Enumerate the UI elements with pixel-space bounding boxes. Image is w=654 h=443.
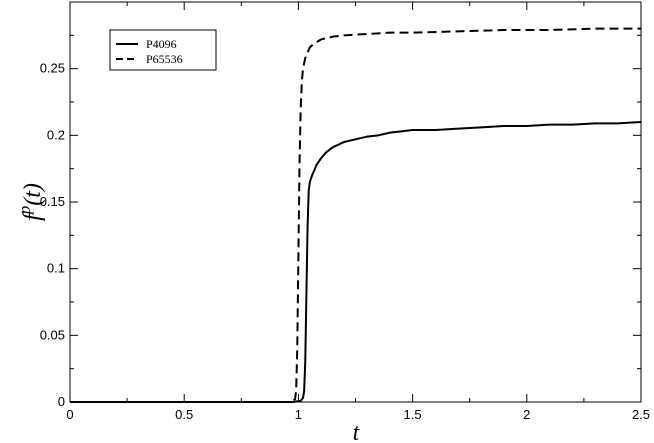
y-tick-label: 0.1: [47, 261, 65, 276]
y-axis-title-sup: p: [15, 206, 34, 216]
series-line-P65536: [70, 27, 641, 403]
x-tick-label: 1: [295, 407, 302, 422]
x-tick-label: 0: [66, 407, 73, 422]
x-tick-label: 2.5: [632, 407, 650, 422]
y-axis-title-main: f: [20, 211, 46, 221]
legend-box: [109, 29, 217, 71]
x-tick-label: 1.5: [404, 407, 422, 422]
x-axis-title: t: [353, 420, 361, 443]
y-axis-title-tail: (t): [20, 183, 46, 206]
y-tick-label: 0: [58, 394, 65, 409]
y-tick-label: 0.2: [47, 127, 65, 142]
legend-label-P65536: P65536: [146, 52, 183, 66]
series-group: [70, 27, 642, 403]
x-tick-label: 2: [523, 407, 530, 422]
x-tick-label: 0.5: [175, 407, 193, 422]
series-line-P4096: [70, 121, 642, 403]
y-tick-label: 0.15: [40, 194, 65, 209]
axis-ticks: 0 0.5 1 1.5 2 2.5 0 0.05 0.1 0.15 0.2 0.25: [40, 2, 650, 422]
legend: P4096 P65536: [109, 29, 217, 71]
y-tick-label: 0.05: [40, 327, 65, 342]
y-tick-label: 0.25: [40, 61, 65, 76]
legend-label-P4096: P4096: [146, 37, 177, 51]
y-axis-title: fp(t): [15, 183, 46, 221]
